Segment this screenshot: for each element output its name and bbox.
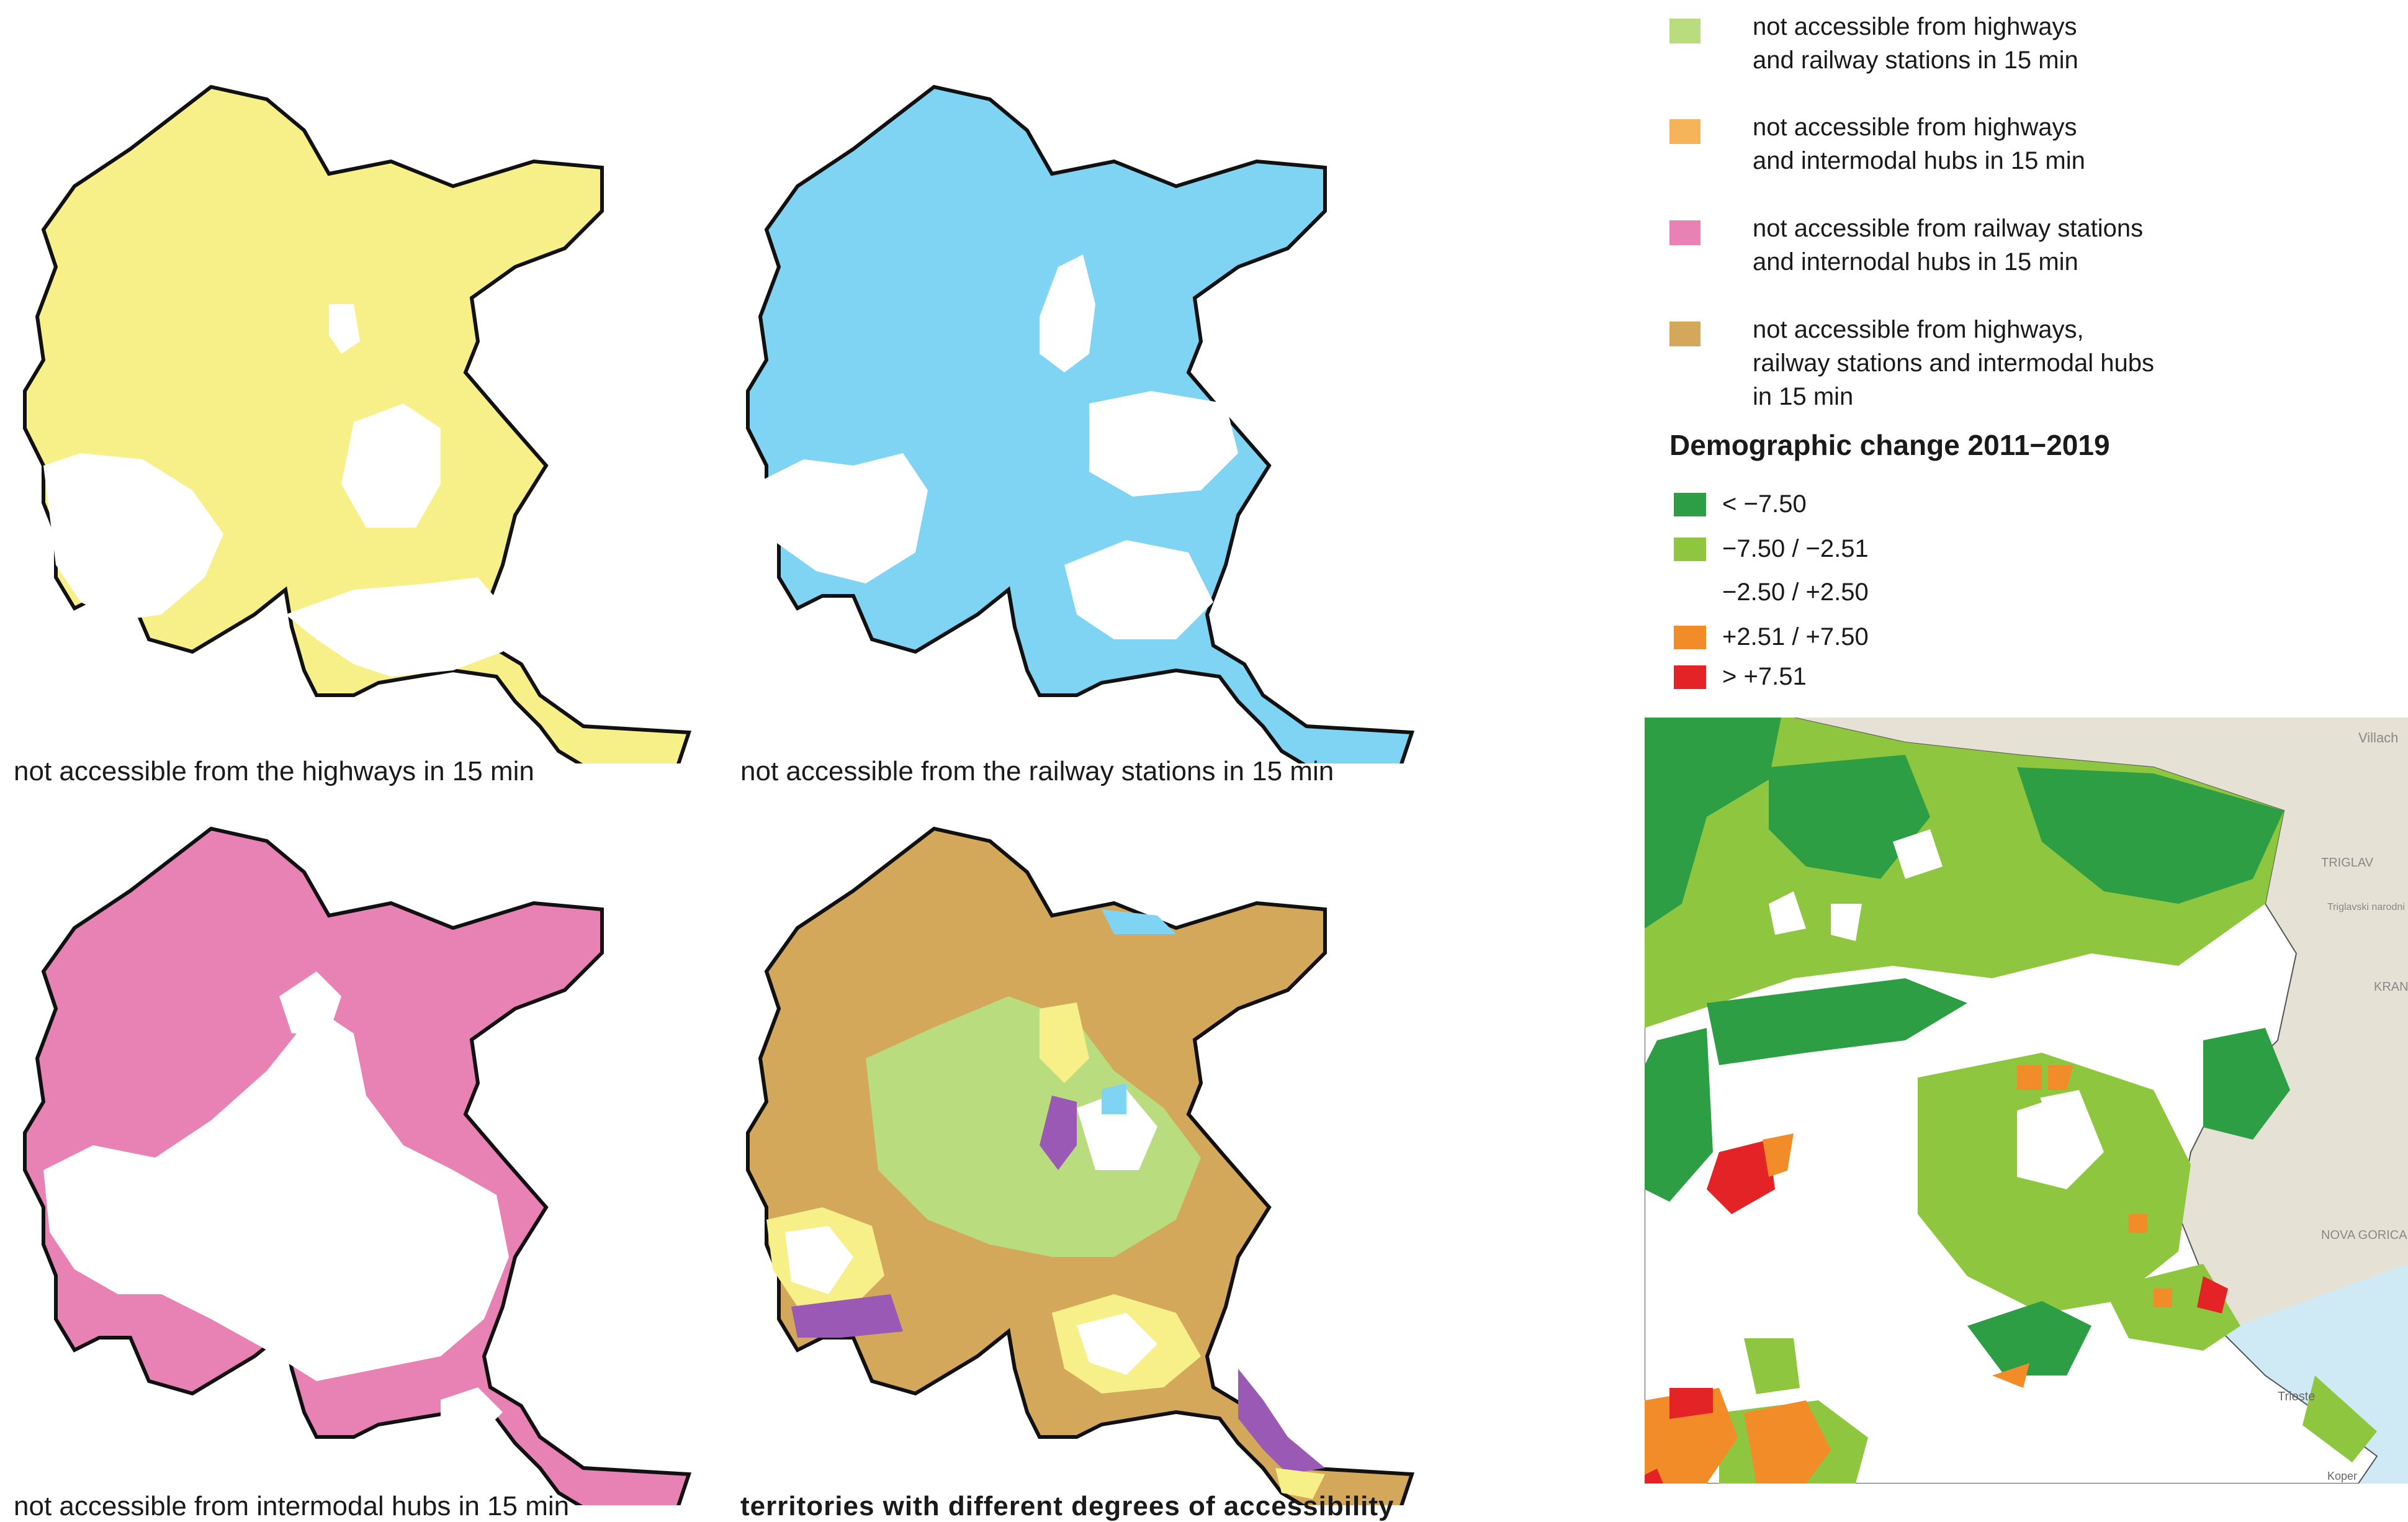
- legend-label: not accessible from highways and intermo…: [1753, 114, 2085, 174]
- panel-caption-highways: not accessible from the highways in 15 m…: [14, 756, 534, 786]
- demo-label: +2.51 / +7.50: [1722, 623, 1869, 651]
- panel-caption-intermodal: not accessible from intermodal hubs in 1…: [14, 1491, 570, 1521]
- legend-item-all-three: not accessible from highways, railway st…: [1669, 316, 2154, 413]
- demo-label: −2.50 / +2.50: [1722, 579, 1869, 606]
- demographic-legend-title: Demographic change 2011−2019: [1669, 429, 2110, 461]
- basemap-label: Koper: [2327, 1470, 2357, 1482]
- demo-class-1: < −7.50: [1674, 490, 1807, 518]
- basemap-label: KRANJ: [2374, 980, 2408, 994]
- demo-label: > +7.51: [1722, 663, 1807, 690]
- legend-swatch: [1669, 19, 1700, 43]
- map-highways: [23, 84, 692, 763]
- map-intermodal-panel: [6, 822, 695, 1505]
- legend-item-highways-intermodal: not accessible from highways and intermo…: [1669, 114, 2085, 178]
- legend-swatch: [1669, 119, 1700, 144]
- basemap-label: Triglavski narodni park: [2327, 902, 2408, 912]
- basemap-label: NOVA GORICA: [2321, 1228, 2407, 1242]
- panel-caption-railway: not accessible from the railway stations…: [740, 756, 1334, 786]
- map-railway-panel: [729, 81, 1418, 763]
- legend-label: not accessible from highways and railway…: [1753, 13, 2078, 74]
- panel-caption-combined: territories with different degrees of ac…: [740, 1491, 1395, 1521]
- basemap-label: Villach: [2358, 730, 2398, 745]
- demo-class-5: > +7.51: [1674, 663, 1807, 691]
- map-railway: [746, 84, 1415, 763]
- map-highways-panel: [6, 81, 695, 763]
- legend-item-highways-railway: not accessible from highways and railway…: [1669, 13, 2078, 77]
- demo-label: −7.50 / −2.51: [1722, 535, 1869, 562]
- legend-swatch: [1669, 220, 1700, 245]
- legend-swatch: [1669, 322, 1700, 346]
- demo-swatch: [1674, 665, 1706, 689]
- demographic-change-map: Villach TRIGLAV Triglavski narodni park …: [1645, 718, 2408, 1484]
- legend-label: not accessible from highways, railway st…: [1753, 316, 2155, 410]
- legend-label: not accessible from railway stations and…: [1753, 215, 2144, 276]
- demo-class-3: −2.50 / +2.50: [1674, 579, 1869, 606]
- basemap-label: Trieste: [2278, 1390, 2315, 1403]
- demo-class-2: −7.50 / −2.51: [1674, 535, 1869, 563]
- map-combined-panel: [729, 822, 1418, 1505]
- demo-label: < −7.50: [1722, 490, 1807, 518]
- demographic-map-svg: Villach TRIGLAV Triglavski narodni park …: [1645, 718, 2408, 1484]
- demo-swatch: [1674, 580, 1706, 605]
- demo-swatch: [1674, 625, 1706, 649]
- demo-swatch: [1674, 537, 1706, 561]
- demo-class-4: +2.51 / +7.50: [1674, 623, 1869, 651]
- basemap-label: TRIGLAV: [2321, 856, 2374, 870]
- map-intermodal: [23, 826, 692, 1505]
- legend-item-railway-intermodal: not accessible from railway stations and…: [1669, 215, 2143, 279]
- demo-swatch: [1674, 492, 1706, 516]
- map-combined: [746, 826, 1415, 1505]
